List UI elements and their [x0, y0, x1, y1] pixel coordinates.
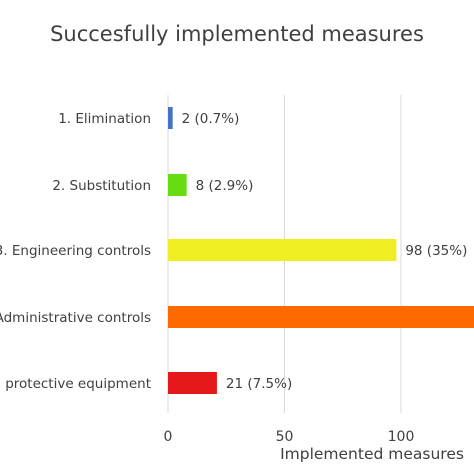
bar — [168, 372, 217, 394]
bar — [168, 174, 187, 196]
data-label: 98 (35%) — [405, 243, 467, 259]
data-label: 2 (0.7%) — [182, 111, 240, 127]
category-label: 3. Engineering controls — [0, 243, 151, 259]
data-label: 8 (2.9%) — [196, 178, 254, 194]
category-label: 4. Administrative controls — [0, 310, 151, 326]
bar — [168, 107, 173, 129]
bar — [168, 239, 397, 261]
data-label: 21 (7.5%) — [226, 376, 292, 392]
category-label: 2. Substitution — [52, 178, 151, 194]
labels: 0 50 100 1. Elimination 2 (0.7%) 2. Substitut… — [0, 111, 467, 463]
bar — [168, 306, 474, 328]
category-label: 5. Personal protective equipment — [0, 376, 151, 392]
x-axis-title: Implemented measures — [280, 445, 464, 463]
x-tick-label: 100 — [388, 429, 415, 445]
x-tick-label: 50 — [276, 429, 294, 445]
category-label: 1. Elimination — [58, 111, 151, 127]
bars — [168, 107, 474, 394]
x-tick-label: 0 — [164, 429, 173, 445]
chart-title: Succesfully implemented measures — [50, 22, 424, 46]
